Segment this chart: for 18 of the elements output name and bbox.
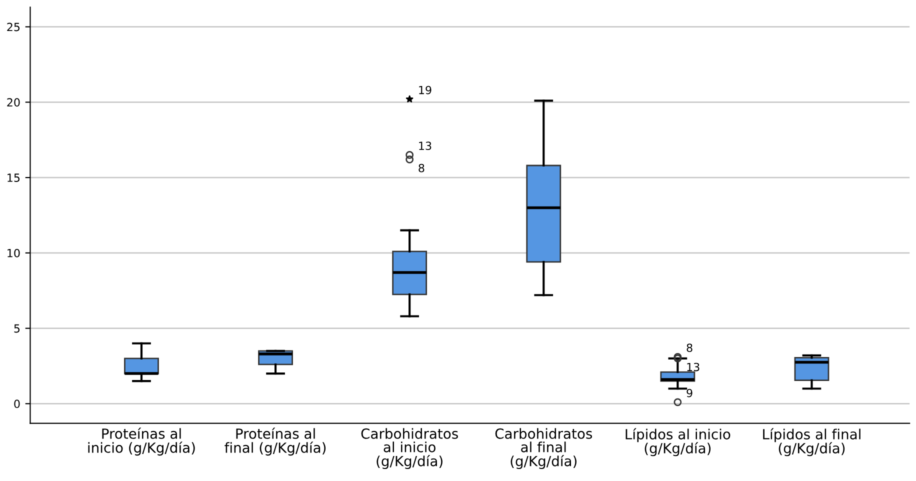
y-tick-label: 0 bbox=[14, 400, 20, 408]
y-tick-label: 20 bbox=[7, 98, 20, 107]
x-tick-label: Lípidos al final (g/Kg/día) bbox=[763, 428, 860, 456]
x-tick-label: Proteínas al final (g/Kg/día) bbox=[224, 428, 326, 456]
x-tick-label: Carbohidratos al inicio (g/Kg/día) bbox=[361, 428, 458, 470]
y-tick-label: 10 bbox=[8, 248, 20, 258]
annotation: 9 bbox=[686, 388, 692, 398]
annotation: 19 bbox=[419, 86, 432, 94]
y-tick-label: 25 bbox=[7, 22, 20, 32]
annotation: 8 bbox=[418, 164, 424, 172]
annotation: 13 bbox=[419, 142, 432, 150]
x-tick-label: Lípidos al inicio (g/Kg/día) bbox=[626, 428, 730, 456]
annotation: 13 bbox=[687, 362, 700, 372]
y-tick-label: 15 bbox=[8, 174, 20, 182]
annotation: 8 bbox=[686, 344, 692, 352]
x-tick-label: Proteínas al inicio (g/Kg/día) bbox=[88, 428, 195, 456]
y-tick-label: 5 bbox=[14, 324, 20, 333]
x-tick-label: Carbohidratos al final (g/Kg/día) bbox=[495, 428, 592, 470]
